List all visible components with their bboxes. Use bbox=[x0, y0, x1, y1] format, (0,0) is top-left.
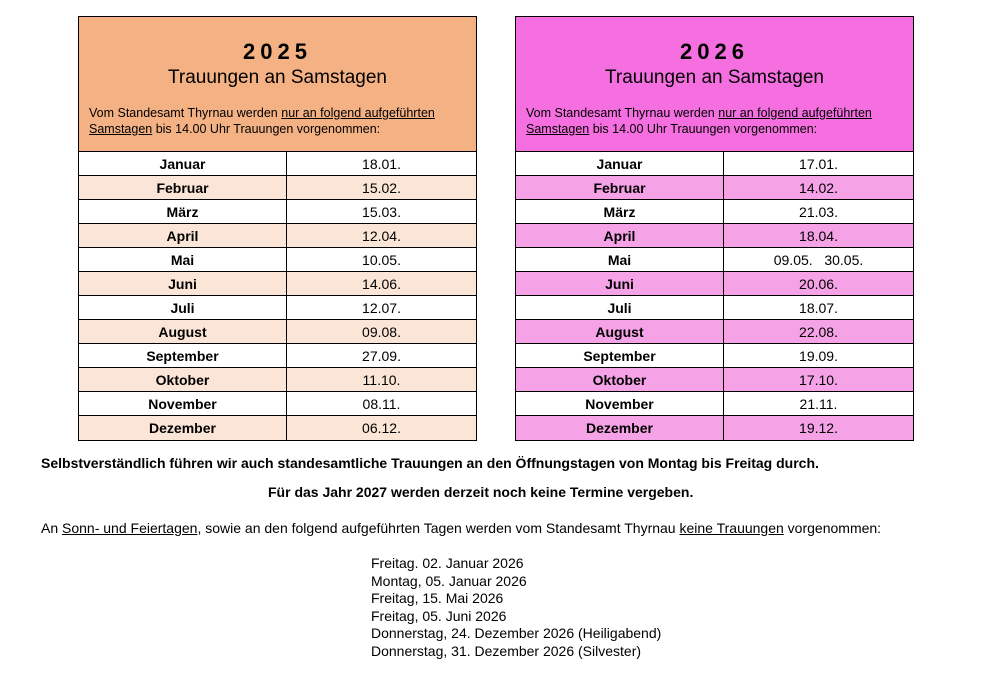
weekday-note: Selbstverständlich führen wir auch stand… bbox=[41, 455, 819, 471]
table-row: Oktober 17.10. bbox=[516, 368, 913, 392]
list-item: Donnerstag, 24. Dezember 2026 (Heiligabe… bbox=[371, 625, 662, 641]
date-cell: 27.09. bbox=[362, 347, 401, 364]
intro-text: Vom Standesamt Thyrnau werden nur an fol… bbox=[89, 106, 435, 136]
month-cell: März bbox=[516, 200, 724, 223]
list-item: Donnerstag, 31. Dezember 2026 (Silvester… bbox=[371, 642, 642, 659]
table-2026: 2026 Trauungen an Samstagen Vom Standesa… bbox=[515, 16, 914, 441]
holiday-note: An Sonn- und Feiertagen, sowie an den fo… bbox=[41, 520, 882, 536]
table-row: April 18.04. bbox=[516, 224, 913, 248]
table-2025: 2025 Trauungen an Samstagen Vom Standesa… bbox=[78, 16, 477, 441]
month-cell: August bbox=[79, 320, 287, 343]
date-cell: 15.02. bbox=[362, 179, 401, 196]
date-cell: 22.08. bbox=[799, 323, 838, 340]
date-cell: 11.10. bbox=[362, 371, 401, 388]
month-cell: September bbox=[79, 344, 287, 367]
date-cell: 06.12. bbox=[362, 420, 401, 436]
month-cell: Juni bbox=[516, 272, 724, 295]
table-row: Dezember 06.12. bbox=[79, 416, 476, 440]
month-cell: Oktober bbox=[516, 368, 724, 391]
table-row: August 22.08. bbox=[516, 320, 913, 344]
table-row: Februar 14.02. bbox=[516, 176, 913, 200]
month-cell: Februar bbox=[516, 176, 724, 199]
month-cell: Dezember bbox=[516, 416, 724, 440]
date-cell: 17.01. bbox=[799, 155, 838, 172]
date-cell: 19.12. bbox=[799, 420, 838, 436]
year-2027-note: Für das Jahr 2027 werden derzeit noch ke… bbox=[268, 484, 694, 500]
year-title: 2025 bbox=[243, 39, 312, 64]
intro-text: Vom Standesamt Thyrnau werden nur an fol… bbox=[526, 106, 872, 136]
month-cell: November bbox=[516, 392, 724, 415]
subtitle: Trauungen an Samstagen bbox=[604, 67, 824, 88]
month-cell: Januar bbox=[79, 152, 287, 175]
year-title: 2026 bbox=[680, 39, 749, 64]
date-cell: 18.01. bbox=[362, 155, 401, 172]
date-cell: 14.02. bbox=[799, 179, 838, 196]
month-cell: Mai bbox=[516, 248, 724, 271]
table-row: Juli 18.07. bbox=[516, 296, 913, 320]
month-cell: August bbox=[516, 320, 724, 343]
table-row: April 12.04. bbox=[79, 224, 476, 248]
table-row: November 21.11. bbox=[516, 392, 913, 416]
month-cell: Mai bbox=[79, 248, 287, 271]
table-row: Mai 10.05. bbox=[79, 248, 476, 272]
date-cell: 20.06. bbox=[799, 275, 838, 292]
table-row: Januar 17.01. bbox=[516, 152, 913, 176]
table-row: September 19.09. bbox=[516, 344, 913, 368]
date-cell: 14.06. bbox=[362, 275, 401, 292]
table-row: November 08.11. bbox=[79, 392, 476, 416]
date-cell: 18.07. bbox=[799, 299, 838, 316]
table-row: Februar 15.02. bbox=[79, 176, 476, 200]
date-cell: 21.03. bbox=[799, 203, 838, 220]
month-cell: April bbox=[79, 224, 287, 247]
table-row: Juni 14.06. bbox=[79, 272, 476, 296]
month-cell: Juli bbox=[516, 296, 724, 319]
month-cell: Oktober bbox=[79, 368, 287, 391]
month-cell: April bbox=[516, 224, 724, 247]
date-cell: 09.05. 30.05. bbox=[773, 251, 864, 268]
table-row: Januar 18.01. bbox=[79, 152, 476, 176]
date-cell: 12.07. bbox=[362, 299, 401, 316]
table-row: Oktober 11.10. bbox=[79, 368, 476, 392]
date-cell: 08.11. bbox=[362, 395, 401, 412]
date-cell: 12.04. bbox=[362, 227, 401, 244]
month-cell: März bbox=[79, 200, 287, 223]
subtitle: Trauungen an Samstagen bbox=[167, 67, 387, 88]
date-cell: 09.08. bbox=[362, 323, 401, 340]
month-cell: Dezember bbox=[79, 416, 287, 440]
list-item: Freitag, 15. Mai 2026 bbox=[371, 590, 504, 606]
month-cell: November bbox=[79, 392, 287, 415]
month-cell: Januar bbox=[516, 152, 724, 175]
date-cell: 19.09. bbox=[799, 347, 838, 364]
date-cell: 15.03. bbox=[362, 203, 401, 220]
excluded-days-list: Freitag. 02. Januar 2026 Montag, 05. Jan… bbox=[371, 555, 661, 660]
table-row: Mai 09.05. 30.05. bbox=[516, 248, 913, 272]
list-item: Freitag, 05. Juni 2026 bbox=[371, 607, 507, 624]
list-item: Freitag. 02. Januar 2026 bbox=[371, 555, 524, 571]
table-row: Juni 20.06. bbox=[516, 272, 913, 296]
date-cell: 17.10. bbox=[799, 371, 838, 388]
table-row: August 09.08. bbox=[79, 320, 476, 344]
month-cell: Februar bbox=[79, 176, 287, 199]
month-cell: Juni bbox=[79, 272, 287, 295]
list-item: Montag, 05. Januar 2026 bbox=[371, 572, 527, 589]
table-row: Dezember 19.12. bbox=[516, 416, 913, 440]
table-row: Juli 12.07. bbox=[79, 296, 476, 320]
date-cell: 21.11. bbox=[799, 395, 838, 412]
date-cell: 10.05. bbox=[362, 251, 401, 268]
table-row: März 21.03. bbox=[516, 200, 913, 224]
table-header: 2025 Trauungen an Samstagen Vom Standesa… bbox=[79, 17, 476, 152]
month-cell: Juli bbox=[79, 296, 287, 319]
month-cell: September bbox=[516, 344, 724, 367]
table-row: März 15.03. bbox=[79, 200, 476, 224]
table-header: 2026 Trauungen an Samstagen Vom Standesa… bbox=[516, 17, 913, 152]
table-row: September 27.09. bbox=[79, 344, 476, 368]
date-cell: 18.04. bbox=[799, 227, 838, 244]
